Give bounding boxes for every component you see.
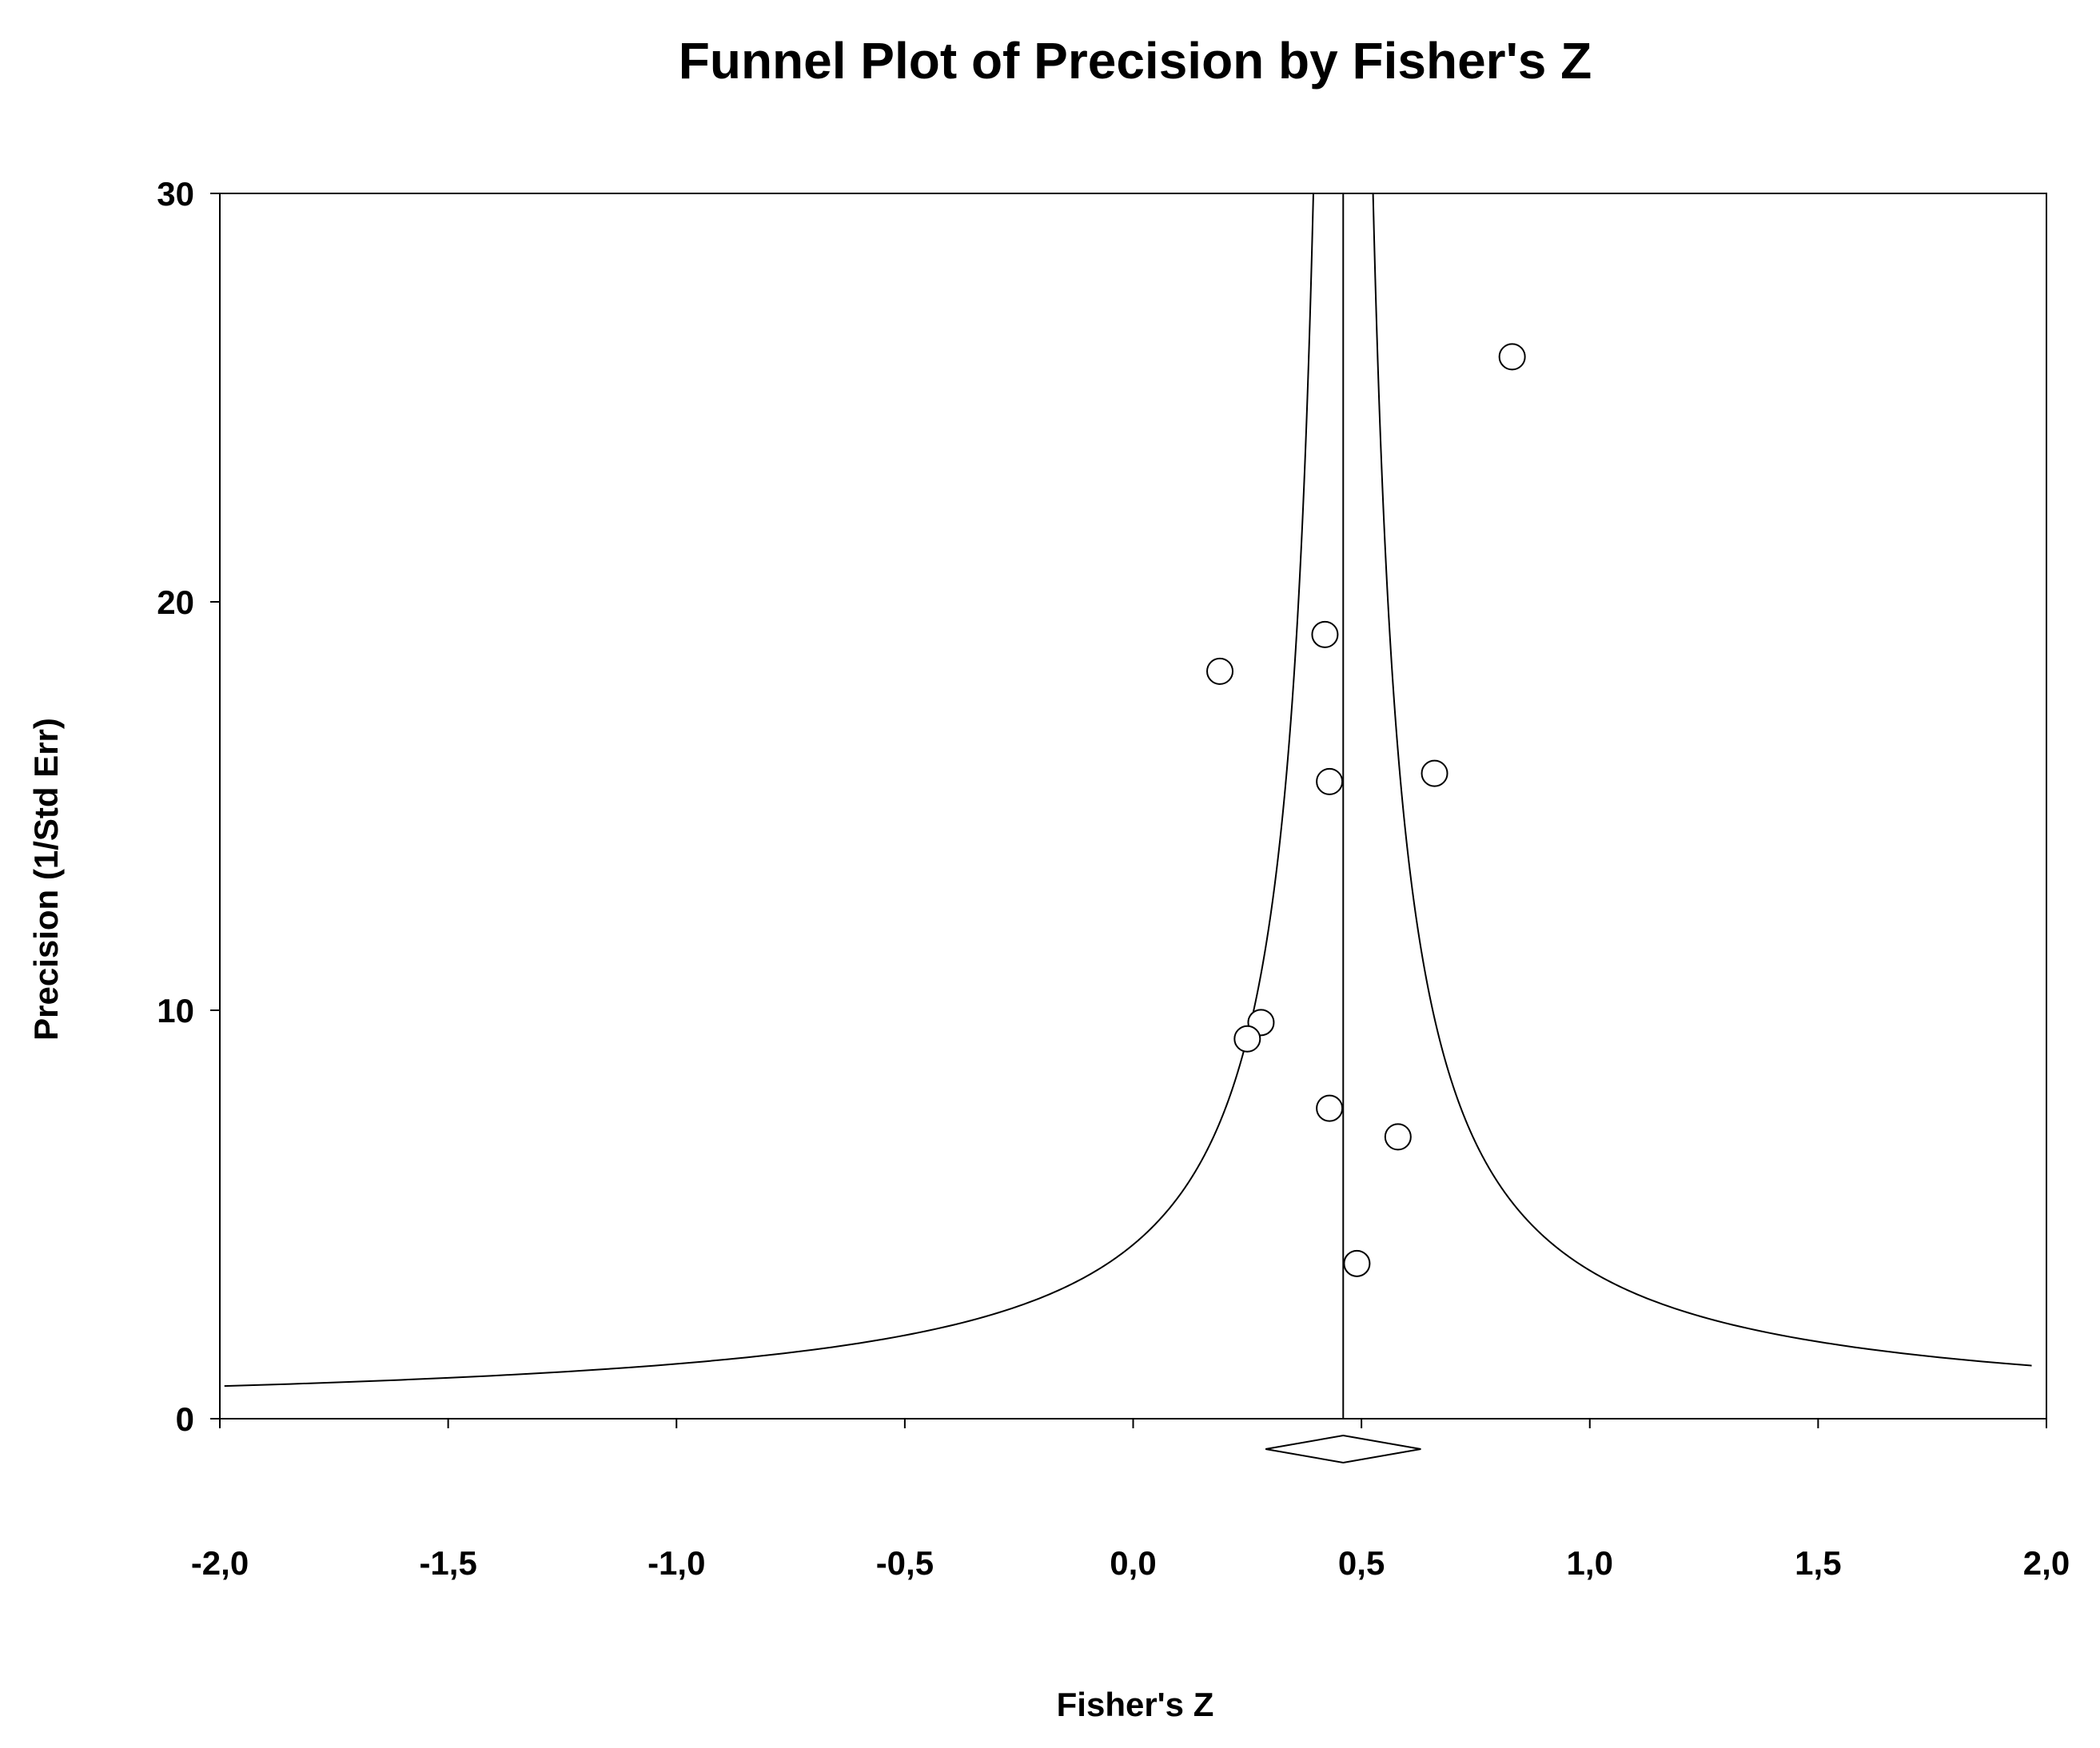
funnel-left-boundary (224, 193, 1314, 1388)
x-tick-label: -1,5 (419, 1544, 476, 1582)
chart-title: Funnel Plot of Precision by Fisher's Z (679, 32, 1592, 90)
x-tick-label: -0,5 (876, 1544, 934, 1582)
x-tick-label: 1,5 (1795, 1544, 1841, 1582)
y-tick-label: 30 (157, 175, 194, 213)
x-tick-label: 0,0 (1110, 1544, 1156, 1582)
x-tick-label: 0,5 (1338, 1544, 1385, 1582)
study-point (1311, 620, 1339, 648)
axis-ticks: -2,0 -1,5 -1,0 -0,5 0,0 0,5 1,0 1,5 2,0 0 10 20 30 (157, 175, 2070, 1582)
study-point (1421, 759, 1448, 787)
y-tick-label: 0 (176, 1400, 194, 1438)
data-points (1206, 343, 1526, 1277)
x-tick-label: -1,0 (648, 1544, 705, 1582)
y-tick-label: 20 (157, 583, 194, 621)
study-point (1343, 1249, 1371, 1277)
funnel-lines (224, 193, 2032, 1419)
study-point (1233, 1025, 1261, 1053)
x-tick-label: -2,0 (191, 1544, 249, 1582)
summary-diamond (1265, 1434, 1421, 1464)
y-axis-label: Precision (1/Std Err) (27, 718, 65, 1041)
funnel-right-boundary (1372, 193, 2032, 1367)
study-point (1206, 657, 1234, 685)
summary-diamond-group (1265, 1434, 1421, 1464)
x-tick-label: 2,0 (2023, 1544, 2070, 1582)
study-point (1316, 1094, 1344, 1122)
study-point (1498, 343, 1526, 371)
study-point (1316, 767, 1344, 795)
y-tick-label: 10 (157, 992, 194, 1029)
x-tick-label: 1,0 (1567, 1544, 1613, 1582)
study-point (1384, 1123, 1412, 1151)
x-axis-label: Fisher's Z (1057, 1686, 1214, 1723)
